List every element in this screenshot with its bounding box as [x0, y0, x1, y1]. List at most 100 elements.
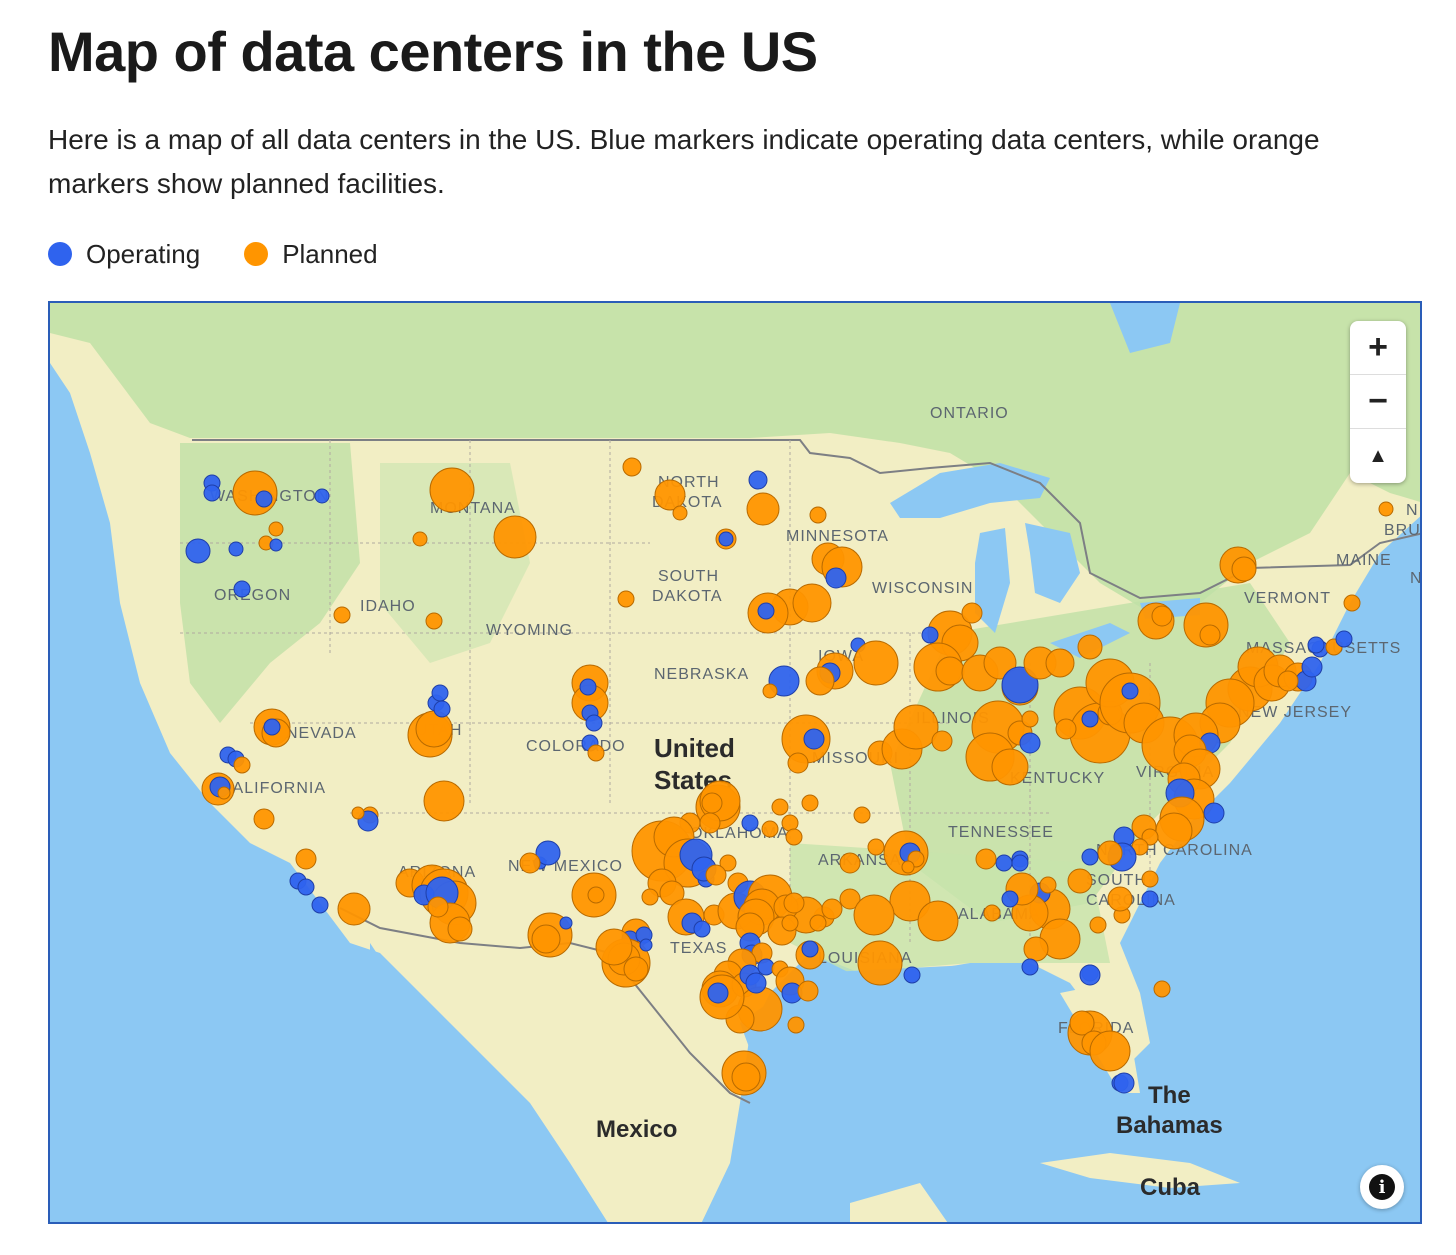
operating-marker[interactable] — [921, 626, 939, 644]
planned-marker[interactable] — [531, 924, 561, 954]
planned-marker[interactable] — [781, 814, 799, 832]
operating-marker[interactable] — [185, 538, 211, 564]
operating-marker[interactable] — [741, 814, 759, 832]
planned-marker[interactable] — [983, 904, 1001, 922]
planned-marker[interactable] — [719, 854, 737, 872]
planned-marker[interactable] — [1141, 870, 1159, 888]
planned-marker[interactable] — [839, 852, 861, 874]
planned-marker[interactable] — [1089, 916, 1107, 934]
planned-marker[interactable] — [337, 892, 371, 926]
planned-marker[interactable] — [427, 896, 449, 918]
planned-marker[interactable] — [1199, 624, 1221, 646]
planned-marker[interactable] — [654, 479, 686, 511]
planned-marker[interactable] — [975, 848, 997, 870]
planned-marker[interactable] — [351, 806, 365, 820]
operating-marker[interactable] — [748, 470, 768, 490]
planned-marker[interactable] — [761, 820, 779, 838]
planned-marker[interactable] — [931, 730, 953, 752]
planned-marker[interactable] — [232, 470, 278, 516]
planned-marker[interactable] — [701, 792, 723, 814]
planned-marker[interactable] — [1277, 670, 1299, 692]
planned-marker[interactable] — [587, 744, 605, 762]
planned-marker[interactable] — [1378, 501, 1394, 517]
planned-marker[interactable] — [623, 956, 649, 982]
planned-marker[interactable] — [641, 888, 659, 906]
planned-marker[interactable] — [1067, 868, 1093, 894]
planned-marker[interactable] — [917, 900, 959, 942]
planned-marker[interactable] — [1077, 634, 1103, 660]
operating-marker[interactable] — [311, 896, 329, 914]
operating-marker[interactable] — [431, 684, 449, 702]
planned-marker[interactable] — [853, 894, 895, 936]
planned-marker[interactable] — [1151, 605, 1173, 627]
zoom-in-button[interactable]: + — [1350, 321, 1406, 375]
operating-marker[interactable] — [707, 982, 729, 1004]
planned-marker[interactable] — [622, 457, 642, 477]
planned-marker[interactable] — [1343, 594, 1361, 612]
operating-marker[interactable] — [585, 714, 603, 732]
planned-marker[interactable] — [233, 756, 251, 774]
operating-marker[interactable] — [825, 567, 847, 589]
planned-marker[interactable] — [1155, 812, 1193, 850]
operating-marker[interactable] — [1203, 802, 1225, 824]
planned-marker[interactable] — [805, 666, 835, 696]
operating-marker[interactable] — [233, 580, 251, 598]
planned-marker[interactable] — [1107, 886, 1133, 912]
planned-marker[interactable] — [1069, 1010, 1095, 1036]
planned-marker[interactable] — [1039, 876, 1057, 894]
planned-marker[interactable] — [853, 640, 899, 686]
operating-marker[interactable] — [1081, 848, 1099, 866]
planned-marker[interactable] — [821, 898, 843, 920]
operating-marker[interactable] — [1021, 958, 1039, 976]
planned-marker[interactable] — [429, 467, 475, 513]
planned-marker[interactable] — [889, 880, 931, 922]
operating-marker[interactable] — [1001, 666, 1039, 704]
planned-marker[interactable] — [587, 886, 605, 904]
operating-marker[interactable] — [1141, 890, 1159, 908]
planned-marker[interactable] — [762, 683, 778, 699]
operating-marker[interactable] — [757, 602, 775, 620]
operating-marker[interactable] — [1001, 890, 1019, 908]
operating-marker[interactable] — [579, 678, 597, 696]
planned-marker[interactable] — [253, 808, 275, 830]
operating-marker[interactable] — [1079, 964, 1101, 986]
operating-marker[interactable] — [269, 538, 283, 552]
zoom-out-button[interactable]: − — [1350, 375, 1406, 429]
planned-marker[interactable] — [746, 492, 780, 526]
planned-marker[interactable] — [1097, 840, 1123, 866]
operating-marker[interactable] — [1113, 1072, 1135, 1094]
map[interactable]: ONTARIO WASHINGTON MONTANA NORTH DAKOTA … — [48, 301, 1422, 1224]
operating-marker[interactable] — [1011, 854, 1029, 872]
planned-marker[interactable] — [705, 864, 727, 886]
planned-marker[interactable] — [935, 656, 965, 686]
operating-marker[interactable] — [263, 718, 281, 736]
planned-marker[interactable] — [785, 828, 803, 846]
planned-marker[interactable] — [867, 838, 885, 856]
operating-marker[interactable] — [718, 531, 734, 547]
planned-marker[interactable] — [217, 786, 231, 800]
planned-marker[interactable] — [1055, 718, 1077, 740]
planned-marker[interactable] — [771, 798, 789, 816]
operating-marker[interactable] — [1307, 636, 1325, 654]
markers-layer[interactable] — [185, 457, 1394, 1096]
planned-marker[interactable] — [901, 860, 915, 874]
planned-marker[interactable] — [857, 940, 903, 986]
operating-marker[interactable] — [693, 920, 711, 938]
planned-marker[interactable] — [839, 888, 861, 910]
operating-marker[interactable] — [1301, 656, 1323, 678]
operating-marker[interactable] — [297, 878, 315, 896]
planned-marker[interactable] — [991, 748, 1029, 786]
operating-marker[interactable] — [559, 916, 573, 930]
operating-marker[interactable] — [203, 484, 221, 502]
operating-marker[interactable] — [314, 488, 330, 504]
planned-marker[interactable] — [809, 506, 827, 524]
planned-marker[interactable] — [423, 780, 465, 822]
map-canvas[interactable]: ONTARIO WASHINGTON MONTANA NORTH DAKOTA … — [50, 303, 1422, 1224]
planned-marker[interactable] — [781, 914, 799, 932]
planned-marker[interactable] — [595, 928, 633, 966]
planned-marker[interactable] — [731, 1062, 761, 1092]
operating-marker[interactable] — [801, 940, 819, 958]
operating-marker[interactable] — [803, 728, 825, 750]
operating-marker[interactable] — [903, 966, 921, 984]
planned-marker[interactable] — [672, 505, 688, 521]
